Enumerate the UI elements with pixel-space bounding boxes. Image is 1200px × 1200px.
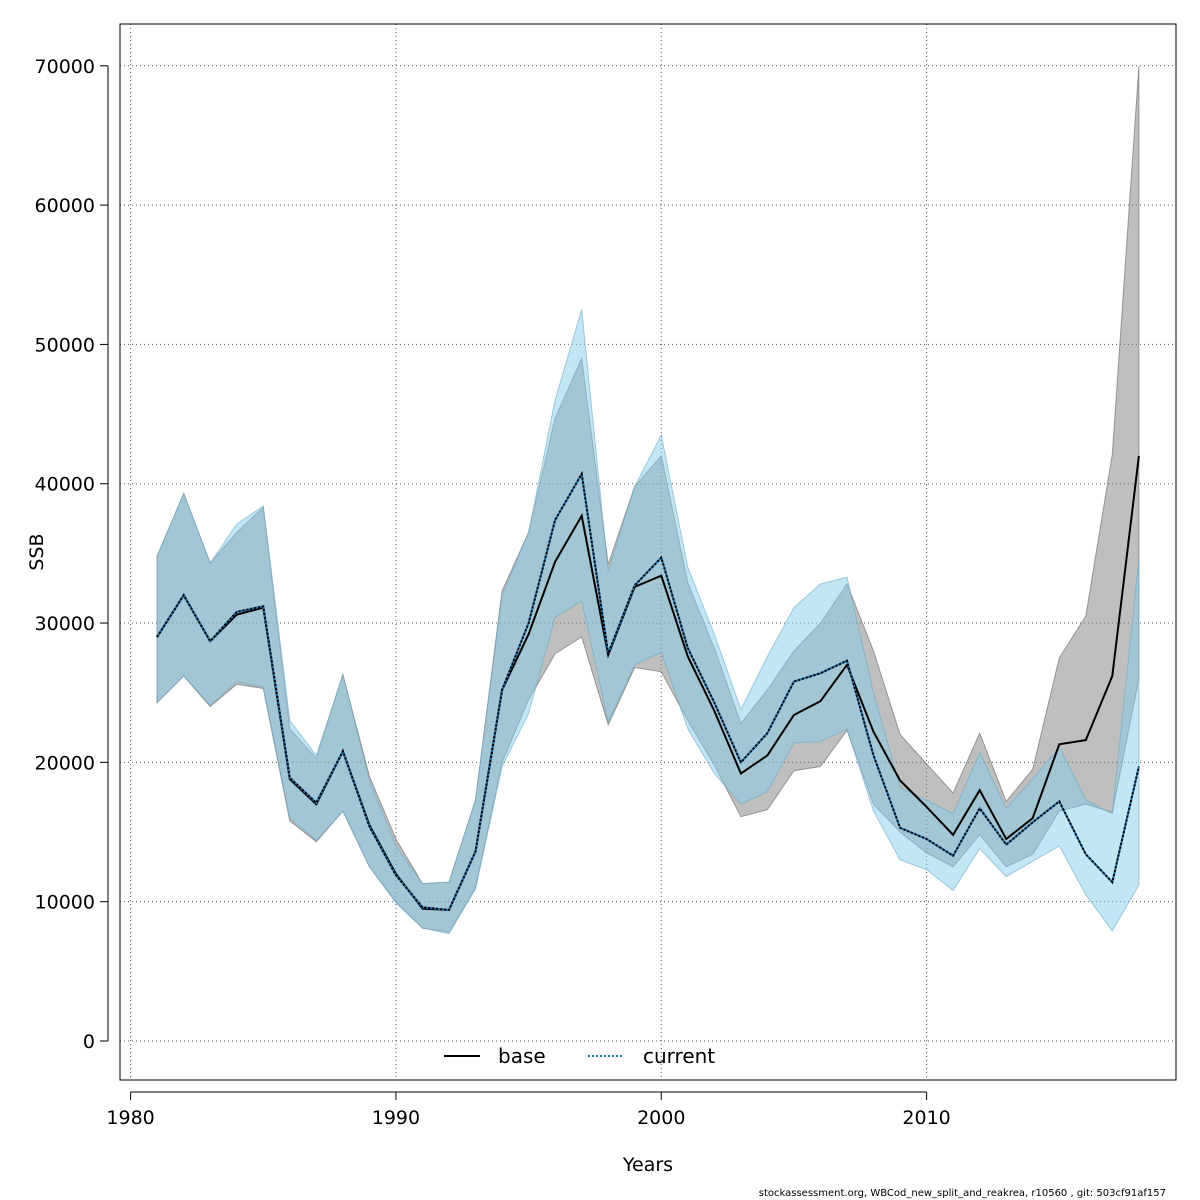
series-lines: [156, 455, 1140, 912]
x-tick-label-1990: 1990: [372, 1107, 420, 1129]
y-tick-label-20000: 20000: [35, 752, 95, 774]
y-tick-label-10000: 10000: [35, 892, 95, 914]
x-tick-label-1980: 1980: [106, 1107, 154, 1129]
band-current: [156, 309, 1140, 935]
y-tick-label-70000: 70000: [35, 56, 95, 78]
axes: 1980 1990 2000 2010 0 10000 20000 30000 40000 500…: [35, 56, 951, 1129]
x-tick-label-2010: 2010: [902, 1107, 950, 1129]
footer-credit: stockassessment.org, WBCod_new_split_and…: [758, 1188, 1166, 1199]
legend-current-label: current: [643, 1044, 715, 1068]
x-axis-title: Years: [622, 1154, 673, 1176]
line-current: [156, 471, 1140, 912]
y-tick-label-30000: 30000: [35, 613, 95, 635]
y-tick-label-0: 0: [83, 1031, 95, 1053]
x-tick-label-2000: 2000: [637, 1107, 685, 1129]
y-tick-label-50000: 50000: [35, 334, 95, 356]
y-axis-title: SSB: [26, 533, 48, 570]
legend: base current: [444, 1044, 715, 1068]
y-tick-label-40000: 40000: [35, 474, 95, 496]
legend-base-label: base: [498, 1044, 546, 1068]
y-tick-label-60000: 60000: [35, 195, 95, 217]
plot-frame: [119, 23, 1177, 1081]
confidence-bands: [156, 65, 1140, 935]
